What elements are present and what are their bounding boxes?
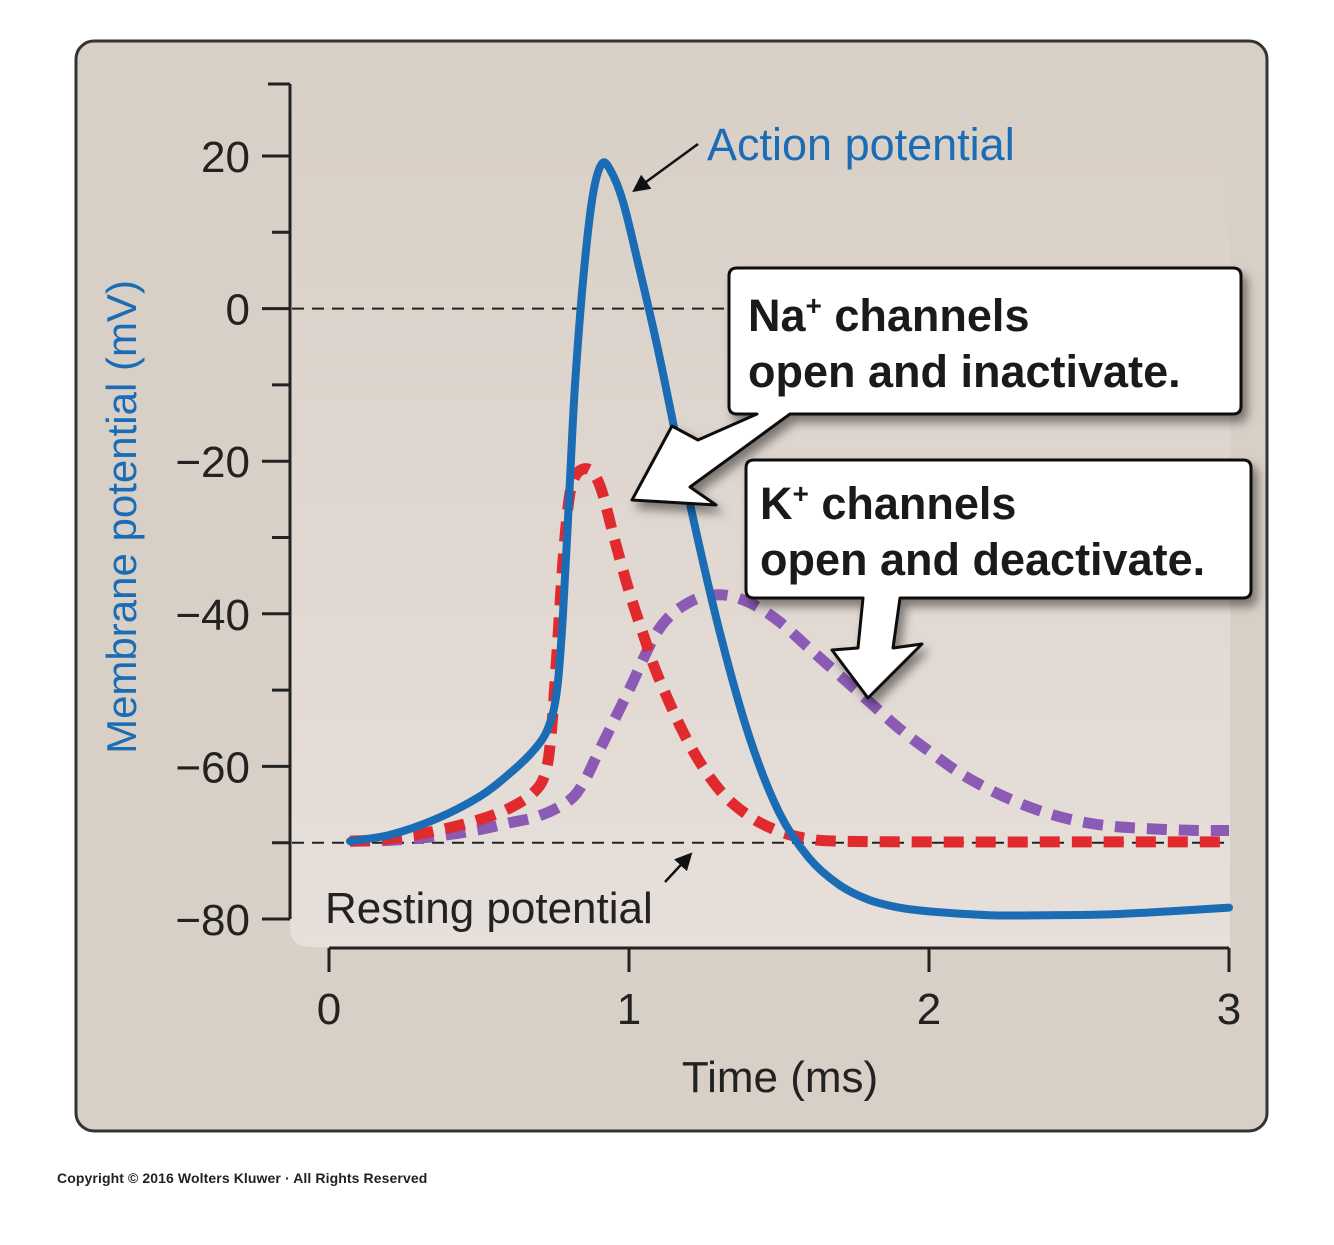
resting-potential-pointer-arrow: [664, 852, 693, 883]
na-callout-line2: open and inactivate.: [748, 346, 1181, 397]
x-tick-label: 2: [917, 985, 941, 1034]
na-conductance-curve: [349, 463, 1229, 848]
na-channels-callout: [630, 266, 1243, 507]
x-tick-label: 3: [1217, 985, 1241, 1034]
na-callout-line1: Na+ channels: [748, 290, 1029, 341]
action-potential-label: Action potential: [707, 119, 1015, 170]
y-tick-label: −60: [175, 743, 250, 792]
na-callout-symbol: Na: [748, 290, 806, 341]
y-tick-label: −80: [175, 896, 250, 945]
y-tick-label: 0: [226, 286, 250, 335]
na-callout-superscript: +: [806, 290, 822, 321]
k-callout-line2: open and deactivate.: [760, 534, 1205, 585]
resting-potential-label: Resting potential: [325, 884, 653, 933]
x-tick-label: 0: [317, 985, 341, 1034]
na-callout-bubble: [630, 266, 1243, 507]
y-axis-label: Membrane potential (mV): [98, 280, 145, 754]
x-axis-label: Time (ms): [682, 1053, 878, 1102]
na-callout-channels-word: channels: [822, 290, 1030, 341]
copyright-notice: Copyright © 2016 Wolters Kluwer · All Ri…: [57, 1170, 428, 1186]
k-callout-superscript: +: [793, 478, 809, 509]
series-group: [346, 158, 1233, 920]
k-callout-line1: K+ channels: [760, 478, 1016, 529]
x-tick-label: 1: [617, 985, 641, 1034]
k-callout-bubble: [744, 458, 1253, 700]
y-ticks: 20 0 −20 −40 −60 −80: [175, 133, 290, 945]
k-callout-channels-word: channels: [809, 478, 1017, 529]
k-callout-symbol: K: [760, 478, 793, 529]
action-potential-pointer-arrow: [632, 142, 699, 193]
k-channels-callout: [744, 458, 1253, 700]
y-tick-label: −20: [175, 438, 250, 487]
x-ticks: 0 1 2 3: [317, 948, 1241, 1034]
y-tick-label: 20: [201, 133, 250, 182]
action-potential-curve: [346, 158, 1233, 920]
y-tick-label: −40: [175, 591, 250, 640]
